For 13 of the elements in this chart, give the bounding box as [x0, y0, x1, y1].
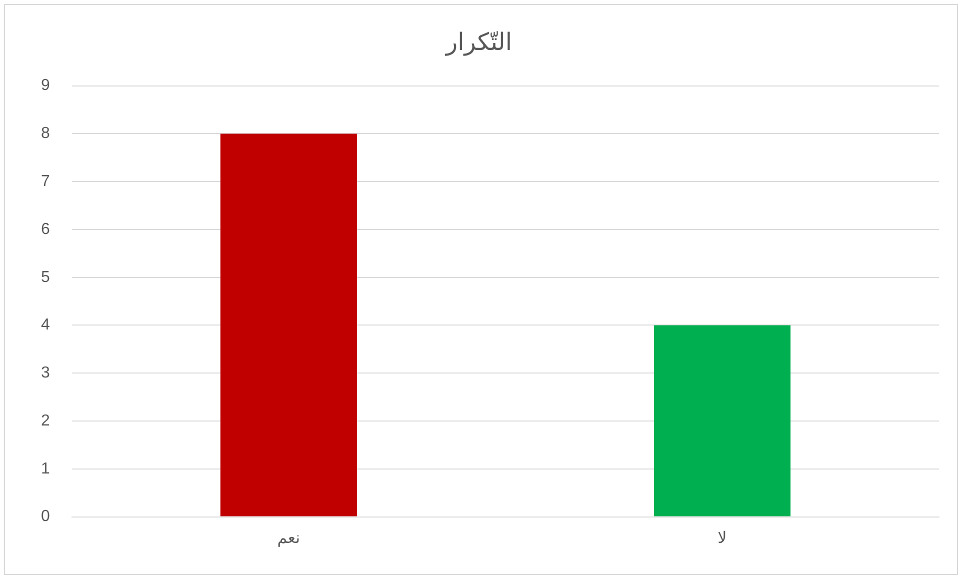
- chart-title: التّكرار: [445, 29, 512, 56]
- y-tick-label: 5: [40, 268, 50, 286]
- y-tick-label: 6: [40, 220, 50, 238]
- x-tick-label: نعم: [277, 530, 300, 547]
- y-tick-label: 9: [40, 77, 50, 94]
- y-tick-label: 7: [40, 172, 50, 190]
- y-tick-label: 3: [40, 364, 50, 382]
- y-tick-label: 0: [40, 508, 50, 526]
- y-tick-label: 1: [40, 460, 50, 478]
- y-tick-label: 8: [40, 125, 50, 142]
- y-tick-label: 2: [40, 412, 50, 430]
- y-tick-label: 4: [40, 316, 50, 334]
- x-tick-label: لا: [718, 530, 727, 547]
